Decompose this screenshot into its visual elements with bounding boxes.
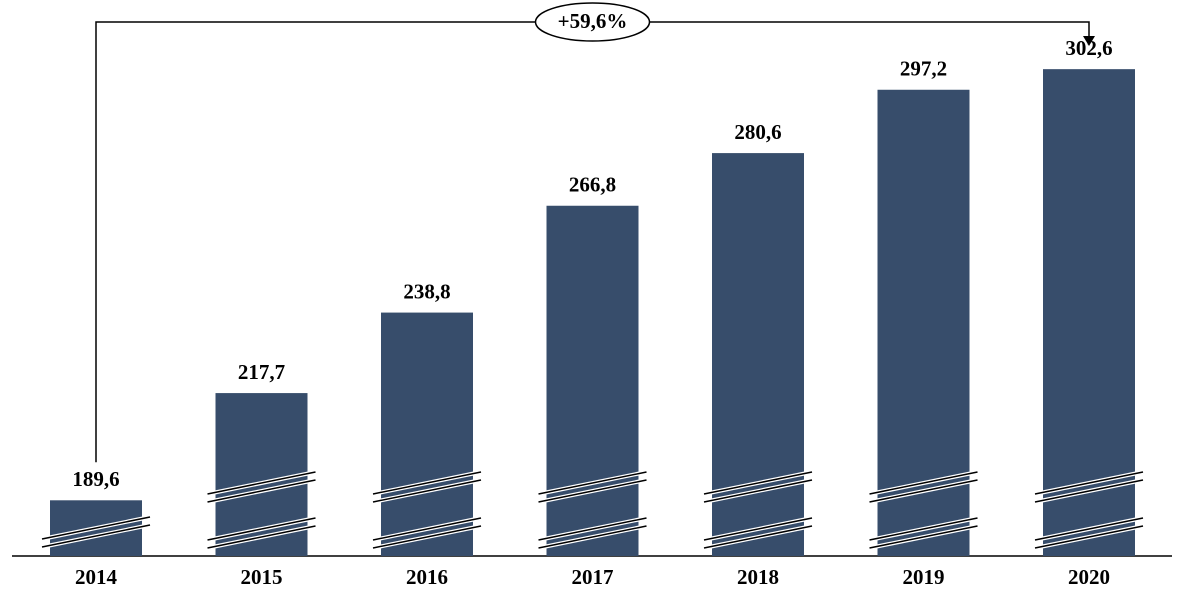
x-tick-label: 2016 xyxy=(406,565,448,589)
value-label: 280,6 xyxy=(734,120,781,144)
annotation-arrow xyxy=(1083,36,1095,46)
break-mark xyxy=(372,525,482,549)
break-mark xyxy=(869,525,978,549)
x-tick-label: 2018 xyxy=(737,565,779,589)
value-label: 189,6 xyxy=(72,467,119,491)
x-tick-label: 2014 xyxy=(75,565,118,589)
x-tick-label: 2015 xyxy=(241,565,283,589)
break-mark xyxy=(207,525,316,549)
break-mark xyxy=(703,525,813,549)
break-mark xyxy=(1034,479,1144,503)
break-mark xyxy=(372,479,482,503)
bar xyxy=(381,312,473,556)
value-label: 238,8 xyxy=(403,279,450,303)
break-mark xyxy=(538,517,647,541)
x-tick-label: 2020 xyxy=(1068,565,1110,589)
break-mark xyxy=(538,525,647,549)
break-mark xyxy=(207,479,316,503)
value-label: 297,2 xyxy=(900,57,947,81)
break-mark xyxy=(869,471,978,495)
break-mark xyxy=(372,471,482,495)
annotation: +59,6% xyxy=(558,9,628,33)
x-tick-label: 2019 xyxy=(903,565,945,589)
break-mark xyxy=(869,479,978,503)
break-mark xyxy=(207,517,316,541)
annotation-bubble xyxy=(534,2,651,42)
break-mark xyxy=(703,517,813,541)
break-mark xyxy=(1034,525,1144,549)
break-mark xyxy=(207,471,316,495)
break-mark xyxy=(41,524,151,548)
value-label: 266,8 xyxy=(569,173,616,197)
break-mark xyxy=(41,516,151,540)
break-mark xyxy=(372,517,482,541)
break-mark xyxy=(703,471,813,495)
bar xyxy=(546,205,639,557)
break-mark xyxy=(1034,517,1144,541)
x-tick-label: 2017 xyxy=(572,565,614,589)
break-mark xyxy=(538,471,647,495)
break-mark xyxy=(1034,471,1144,495)
value-label: 217,7 xyxy=(238,360,285,384)
break-mark xyxy=(703,479,813,503)
break-mark xyxy=(538,479,647,503)
break-mark xyxy=(869,517,978,541)
